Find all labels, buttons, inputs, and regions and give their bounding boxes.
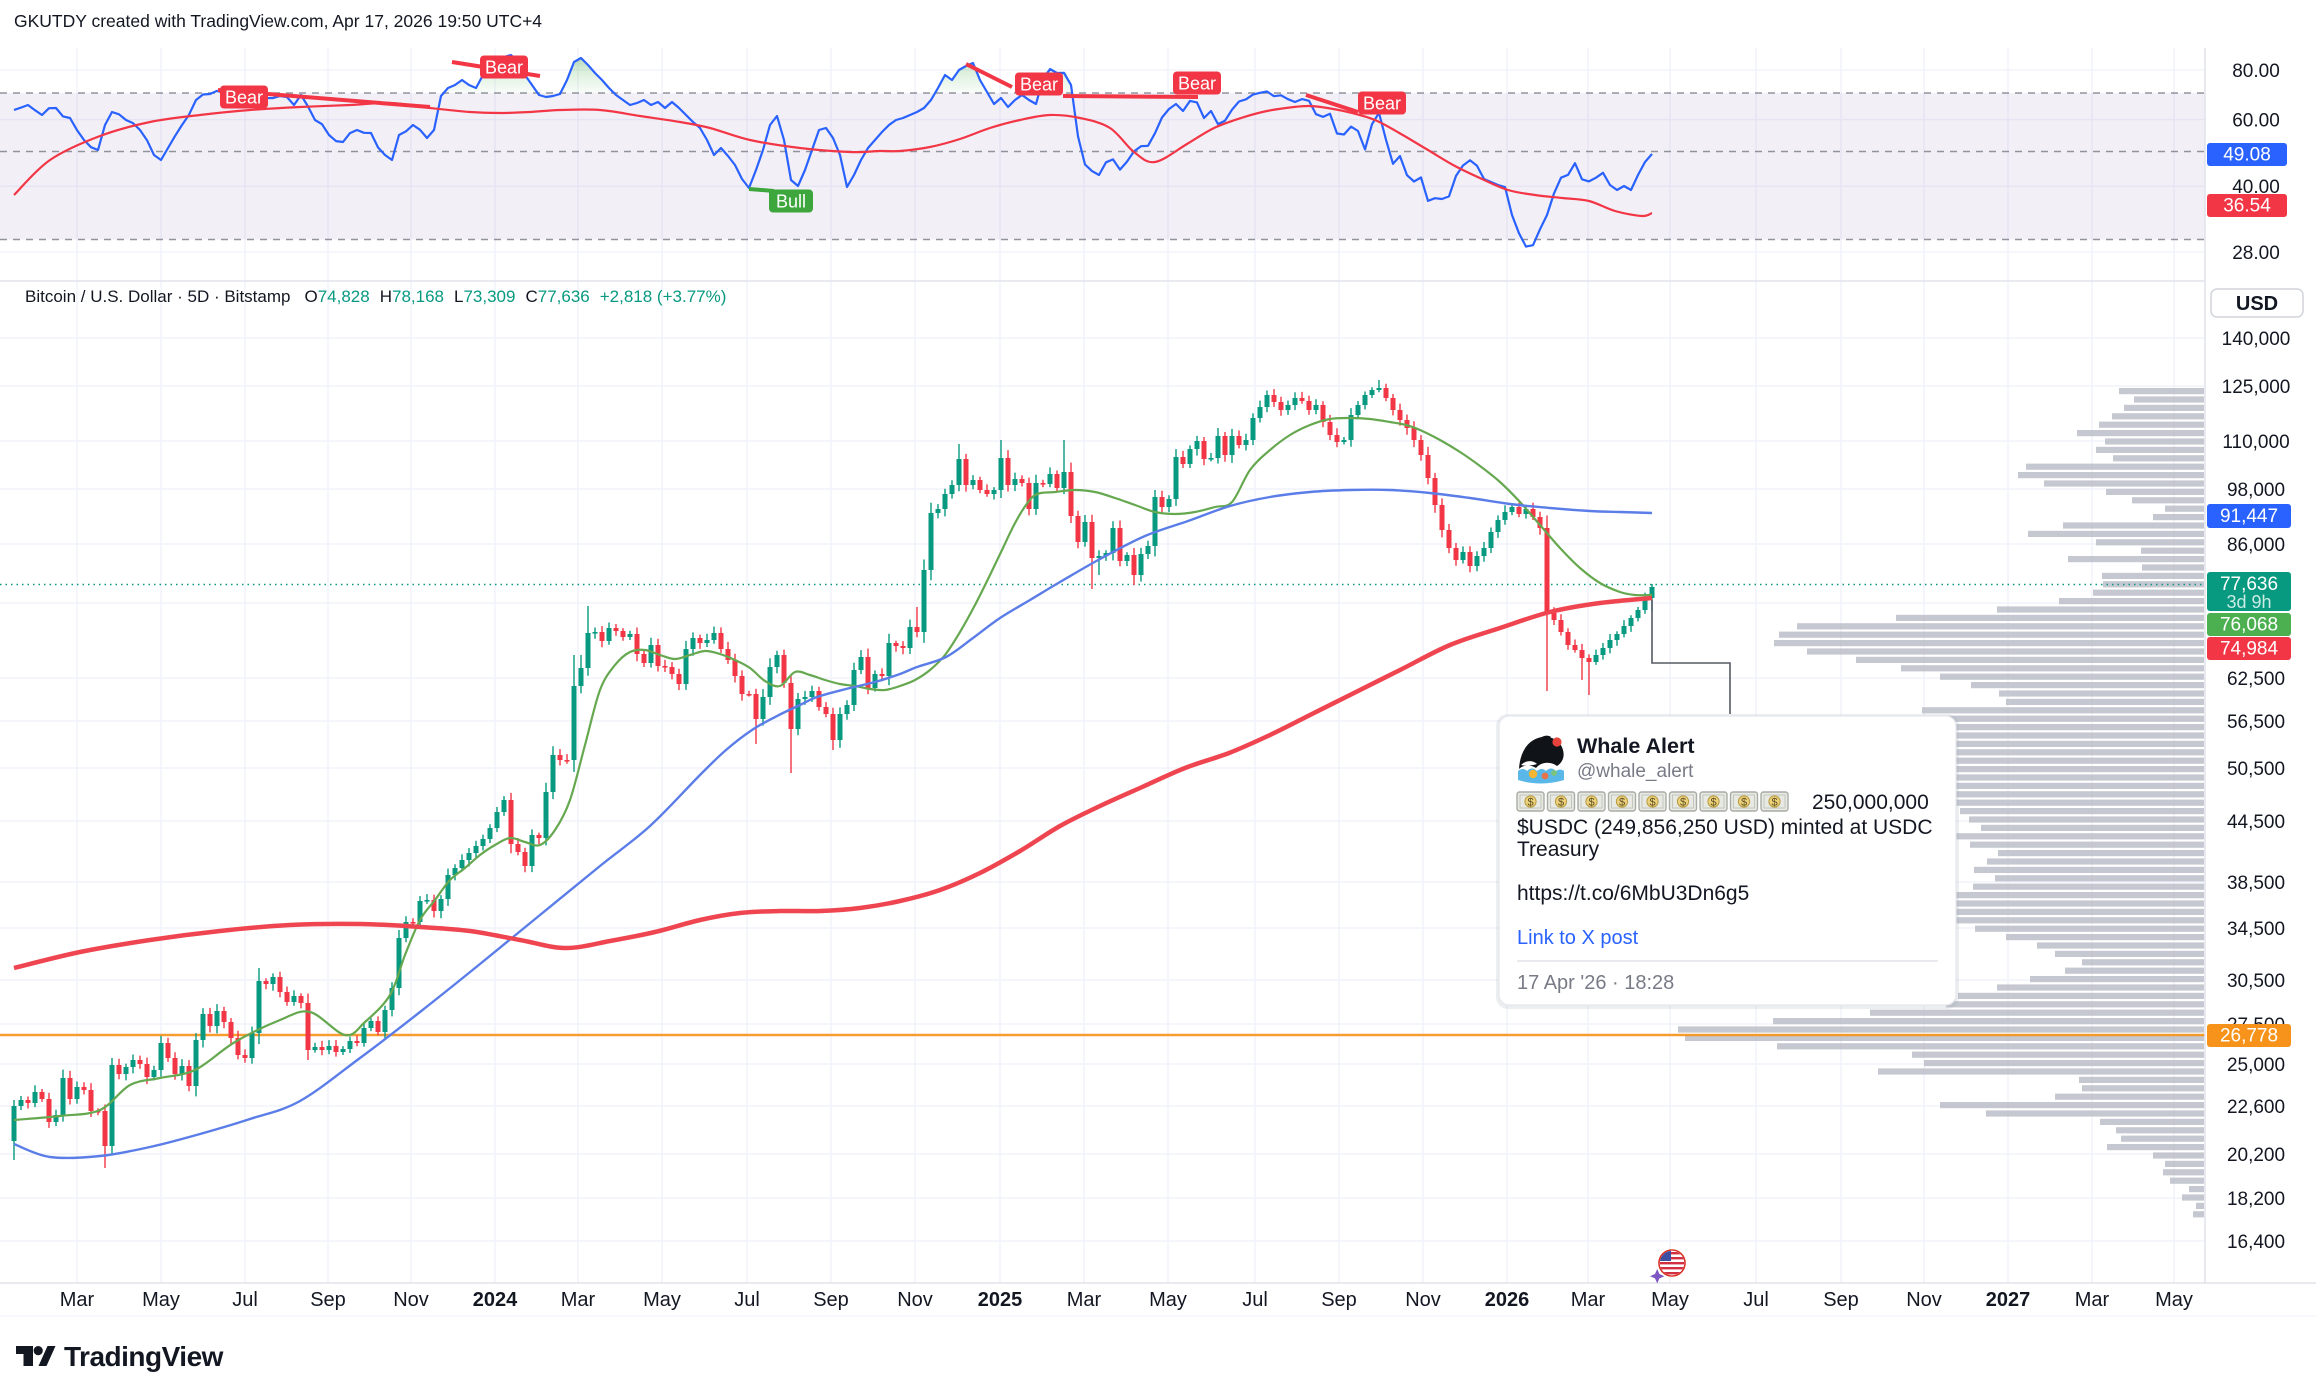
svg-text:Sep: Sep — [1321, 1289, 1357, 1311]
svg-text:2025: 2025 — [978, 1289, 1023, 1311]
svg-text:@whale_alert: @whale_alert — [1577, 761, 1694, 782]
svg-text:Mar: Mar — [2075, 1289, 2110, 1311]
svg-text:110,000: 110,000 — [2222, 432, 2289, 453]
svg-text:250,000,000: 250,000,000 — [1812, 791, 1929, 814]
svg-text:Nov: Nov — [1906, 1289, 1942, 1311]
svg-text:Bear: Bear — [225, 88, 263, 108]
svg-text:$: $ — [1741, 796, 1747, 808]
svg-text:Bear: Bear — [485, 58, 523, 78]
svg-text:Jul: Jul — [232, 1289, 258, 1311]
svg-text:$: $ — [1710, 796, 1716, 808]
svg-text:$: $ — [1527, 796, 1533, 808]
svg-text:80.00: 80.00 — [2232, 61, 2280, 82]
svg-text:2026: 2026 — [1485, 1289, 1530, 1311]
svg-text:TradingView: TradingView — [64, 1341, 224, 1372]
svg-text:77,636: 77,636 — [2220, 574, 2278, 595]
svg-text:28.00: 28.00 — [2232, 243, 2280, 264]
svg-text:Mar: Mar — [1571, 1289, 1606, 1311]
svg-text:May: May — [643, 1289, 681, 1311]
svg-text:Whale Alert: Whale Alert — [1577, 734, 1694, 758]
svg-text:USD: USD — [2236, 293, 2278, 315]
svg-text:17 Apr '26 · 18:28: 17 Apr '26 · 18:28 — [1517, 972, 1674, 994]
svg-text:$: $ — [1558, 796, 1564, 808]
svg-text:$: $ — [1680, 796, 1686, 808]
svg-text:50,500: 50,500 — [2227, 759, 2285, 780]
svg-text:74,984: 74,984 — [2220, 639, 2279, 660]
svg-text:Jul: Jul — [1242, 1289, 1268, 1311]
svg-text:Sep: Sep — [310, 1289, 346, 1311]
svg-text:125,000: 125,000 — [2222, 377, 2291, 398]
svg-text:Link to X post: Link to X post — [1517, 927, 1639, 949]
svg-text:$: $ — [1588, 796, 1594, 808]
svg-text:86,000: 86,000 — [2227, 535, 2285, 556]
svg-text:Jul: Jul — [734, 1289, 760, 1311]
svg-text:22,600: 22,600 — [2227, 1097, 2285, 1118]
svg-text:Sep: Sep — [813, 1289, 849, 1311]
svg-text:98,000: 98,000 — [2227, 480, 2285, 501]
svg-text:76,068: 76,068 — [2220, 615, 2278, 636]
svg-text:56,500: 56,500 — [2227, 712, 2285, 733]
svg-text:Bear: Bear — [1020, 75, 1058, 95]
svg-text:$: $ — [1619, 796, 1625, 808]
svg-text:40.00: 40.00 — [2232, 177, 2280, 198]
svg-text:Nov: Nov — [897, 1289, 933, 1311]
svg-text:Nov: Nov — [1405, 1289, 1441, 1311]
svg-text:Nov: Nov — [393, 1289, 429, 1311]
svg-text:Jul: Jul — [1743, 1289, 1769, 1311]
svg-text:38,500: 38,500 — [2227, 873, 2285, 894]
svg-text:$: $ — [1771, 796, 1777, 808]
svg-text:18,200: 18,200 — [2227, 1189, 2285, 1210]
svg-text:16,400: 16,400 — [2227, 1232, 2285, 1253]
svg-text:May: May — [1651, 1289, 1689, 1311]
svg-text:Bear: Bear — [1178, 74, 1216, 94]
svg-text:30,500: 30,500 — [2227, 971, 2285, 992]
svg-text:91,447: 91,447 — [2220, 506, 2278, 527]
svg-text:Treasury: Treasury — [1517, 838, 1600, 861]
svg-text:140,000: 140,000 — [2222, 329, 2291, 350]
svg-text:May: May — [2155, 1289, 2193, 1311]
svg-text:$USDC (249,856,250 USD) minted: $USDC (249,856,250 USD) minted at USDC — [1517, 816, 1933, 839]
svg-text:62,500: 62,500 — [2227, 669, 2285, 690]
svg-text:25,000: 25,000 — [2227, 1055, 2285, 1076]
svg-text:May: May — [1149, 1289, 1187, 1311]
svg-text:Sep: Sep — [1823, 1289, 1859, 1311]
svg-text:Mar: Mar — [1067, 1289, 1102, 1311]
svg-text:49.08: 49.08 — [2223, 145, 2271, 166]
svg-text:34,500: 34,500 — [2227, 919, 2285, 940]
svg-text:20,200: 20,200 — [2227, 1145, 2285, 1166]
svg-text:Bull: Bull — [776, 192, 806, 212]
svg-text:36.54: 36.54 — [2223, 196, 2271, 217]
svg-text:Mar: Mar — [60, 1289, 95, 1311]
svg-text:60.00: 60.00 — [2232, 111, 2280, 132]
svg-text:2027: 2027 — [1986, 1289, 2031, 1311]
svg-text:3d 9h: 3d 9h — [2226, 592, 2271, 612]
svg-text:44,500: 44,500 — [2227, 812, 2285, 833]
svg-text:GKUTDY created with TradingVie: GKUTDY created with TradingView.com, Apr… — [14, 11, 542, 31]
svg-text:$: $ — [1649, 796, 1655, 808]
svg-text:https://t.co/6MbU3Dn6g5: https://t.co/6MbU3Dn6g5 — [1517, 882, 1749, 905]
svg-text:May: May — [142, 1289, 180, 1311]
svg-text:Mar: Mar — [561, 1289, 596, 1311]
svg-text:Bear: Bear — [1363, 94, 1401, 114]
svg-text:26,778: 26,778 — [2220, 1026, 2278, 1047]
svg-text:2024: 2024 — [473, 1289, 518, 1311]
